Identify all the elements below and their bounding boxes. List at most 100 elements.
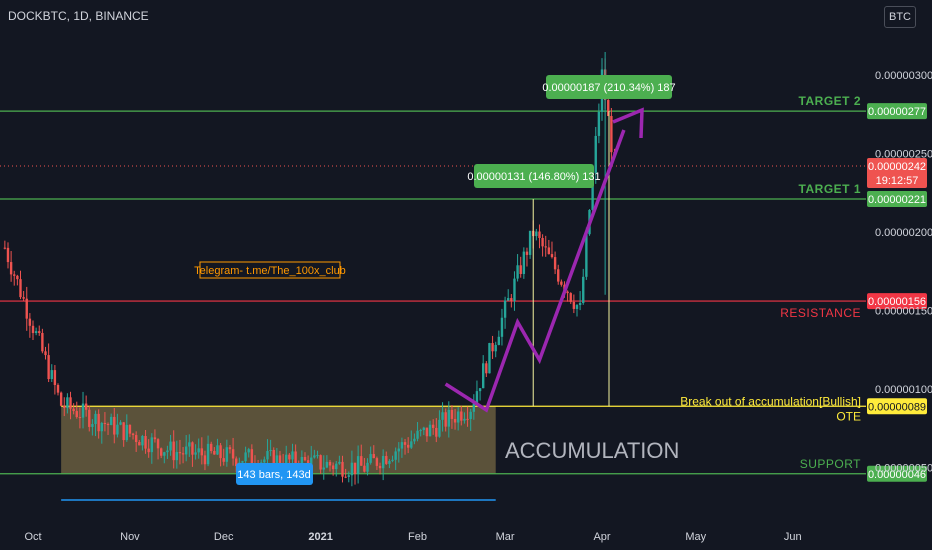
candle-body xyxy=(153,437,157,440)
resistance-label: RESISTANCE xyxy=(780,306,861,320)
candle-body xyxy=(210,443,213,451)
candle-body xyxy=(172,441,175,461)
candle-body xyxy=(116,424,119,435)
target-2-price-text: 0.00000277 xyxy=(868,106,926,118)
candle-body xyxy=(325,461,329,468)
candle-body xyxy=(344,476,347,478)
candle-body xyxy=(372,454,375,459)
candle-body xyxy=(203,455,207,465)
candle-body xyxy=(106,423,110,426)
x-tick-label: Feb xyxy=(408,531,427,543)
candle-body xyxy=(475,391,479,404)
candle-body xyxy=(69,397,72,409)
measure1-label: 0.00000131 (146.80%) 131 xyxy=(467,171,600,183)
y-tick-label: 0.00000100 xyxy=(875,384,932,396)
target-1-label: TARGET 1 xyxy=(799,182,861,196)
candle-body xyxy=(88,409,91,427)
candle-body xyxy=(222,458,225,462)
candle-body xyxy=(219,445,222,459)
candle-body xyxy=(250,449,254,465)
candle-body xyxy=(84,403,88,410)
candle-body xyxy=(19,279,22,298)
candle-body xyxy=(313,455,316,458)
measure2-label: 0.00000187 (210.34%) 187 xyxy=(542,82,675,94)
candle-body xyxy=(435,427,438,437)
x-tick-label: Dec xyxy=(214,531,234,543)
candle-body xyxy=(510,298,513,302)
candle-body xyxy=(72,408,75,412)
candle-body xyxy=(213,451,216,455)
candle-body xyxy=(428,424,432,437)
candle-body xyxy=(288,454,291,460)
candle-body xyxy=(272,449,275,470)
candle-body xyxy=(572,301,576,309)
bars-badge xyxy=(236,463,313,485)
candle-body xyxy=(410,441,413,448)
candle-body xyxy=(9,262,13,275)
candle-body xyxy=(338,461,341,464)
candle-body xyxy=(560,281,563,285)
candle-body xyxy=(197,448,200,453)
y-tick-label: 0.00000050 xyxy=(875,463,932,475)
candle-body xyxy=(566,291,569,294)
candle-body xyxy=(28,318,32,326)
ote-label: OTE xyxy=(836,409,861,423)
symbol-title[interactable]: DOCKBTC, 1D, BINANCE xyxy=(8,9,149,23)
candle-body xyxy=(244,452,247,462)
candle-body xyxy=(500,317,504,337)
candle-body xyxy=(91,424,94,427)
candle-body xyxy=(463,418,466,421)
support-price-tag xyxy=(867,465,927,482)
candle-body xyxy=(131,433,135,436)
ote-price-text: 0.00000089 xyxy=(868,401,926,413)
resistance-price-text: 0.00000156 xyxy=(868,296,926,308)
candle-body xyxy=(503,300,507,318)
x-tick-label: Apr xyxy=(593,531,610,543)
candle-body xyxy=(184,446,188,455)
candle-body xyxy=(597,111,601,136)
bars-label: 143 bars, 143d xyxy=(237,469,310,481)
candle-body xyxy=(44,351,47,356)
target-2-price-tag xyxy=(867,103,927,120)
candle-body xyxy=(569,293,572,302)
candle-body xyxy=(241,461,244,463)
y-tick-label: 0.00000250 xyxy=(875,149,932,161)
candle-body xyxy=(303,457,307,461)
candle-body xyxy=(56,384,60,393)
candle-body xyxy=(431,424,435,428)
candle-body xyxy=(456,411,460,423)
candle-body xyxy=(191,442,194,455)
candle-body xyxy=(591,172,594,210)
candle-body xyxy=(316,455,319,457)
candle-body xyxy=(31,325,35,334)
candle-body xyxy=(16,275,19,280)
candle-body xyxy=(478,388,482,392)
x-tick-label: Jun xyxy=(784,531,802,543)
candle-body xyxy=(497,336,501,345)
resistance-price-tag xyxy=(867,293,927,310)
candle-body xyxy=(488,343,491,374)
target-2-label: TARGET 2 xyxy=(799,94,861,108)
candle-body xyxy=(47,355,50,380)
candle-body xyxy=(53,370,57,385)
candle-body xyxy=(94,413,97,425)
candle-body xyxy=(419,430,422,432)
candle-body xyxy=(59,392,63,406)
candle-body xyxy=(159,448,163,456)
candle-body xyxy=(319,455,322,470)
candle-body xyxy=(519,265,522,274)
candle-body xyxy=(447,409,451,427)
candle-body xyxy=(391,459,394,461)
candle-body xyxy=(525,251,529,255)
x-tick-label: Nov xyxy=(120,531,140,543)
candle-body xyxy=(294,451,297,466)
candle-body xyxy=(285,454,288,469)
currency-badge[interactable]: BTC xyxy=(884,6,916,28)
candle-body xyxy=(235,458,238,467)
candle-body xyxy=(522,251,526,274)
candle-body xyxy=(188,442,191,447)
candle-body xyxy=(610,116,613,153)
candle-body xyxy=(491,343,494,352)
candle-body xyxy=(394,451,397,460)
